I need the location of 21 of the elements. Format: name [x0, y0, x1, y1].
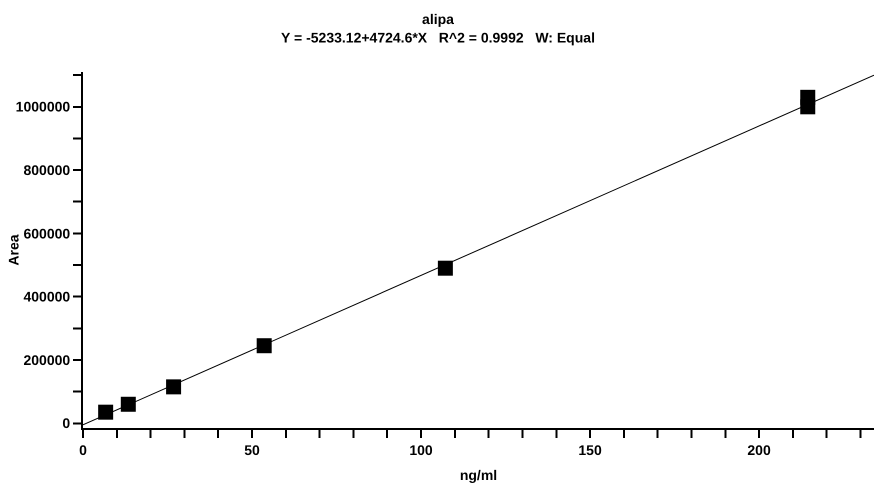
point — [98, 404, 114, 420]
y-tick-label: 800000 — [23, 162, 70, 178]
y-axis-title: Area — [5, 234, 22, 266]
y-tick-label: 0 — [62, 415, 70, 432]
point — [166, 379, 182, 394]
point — [120, 396, 136, 412]
y-tick-label: 1000000 — [16, 98, 70, 115]
point — [800, 90, 816, 105]
y-tick-label: 200000 — [23, 352, 70, 368]
chart-subtitle: Y = -5233.12+4724.6*X R^2 = 0.9992 W: Equal — [281, 29, 595, 46]
y-tick-label: 400000 — [23, 288, 70, 305]
chart-title: alipa — [422, 11, 454, 28]
x-tick-label: 150 — [578, 442, 602, 458]
x-tick-label: 200 — [747, 442, 771, 458]
x-tick-label: 100 — [409, 442, 433, 458]
x-tick-label: 50 — [244, 442, 260, 458]
point — [438, 260, 453, 276]
x-axis-title: ng/ml — [460, 467, 498, 483]
point — [256, 338, 272, 354]
x-tick-label: 0 — [79, 442, 88, 458]
y-tick-label: 600000 — [23, 225, 70, 242]
